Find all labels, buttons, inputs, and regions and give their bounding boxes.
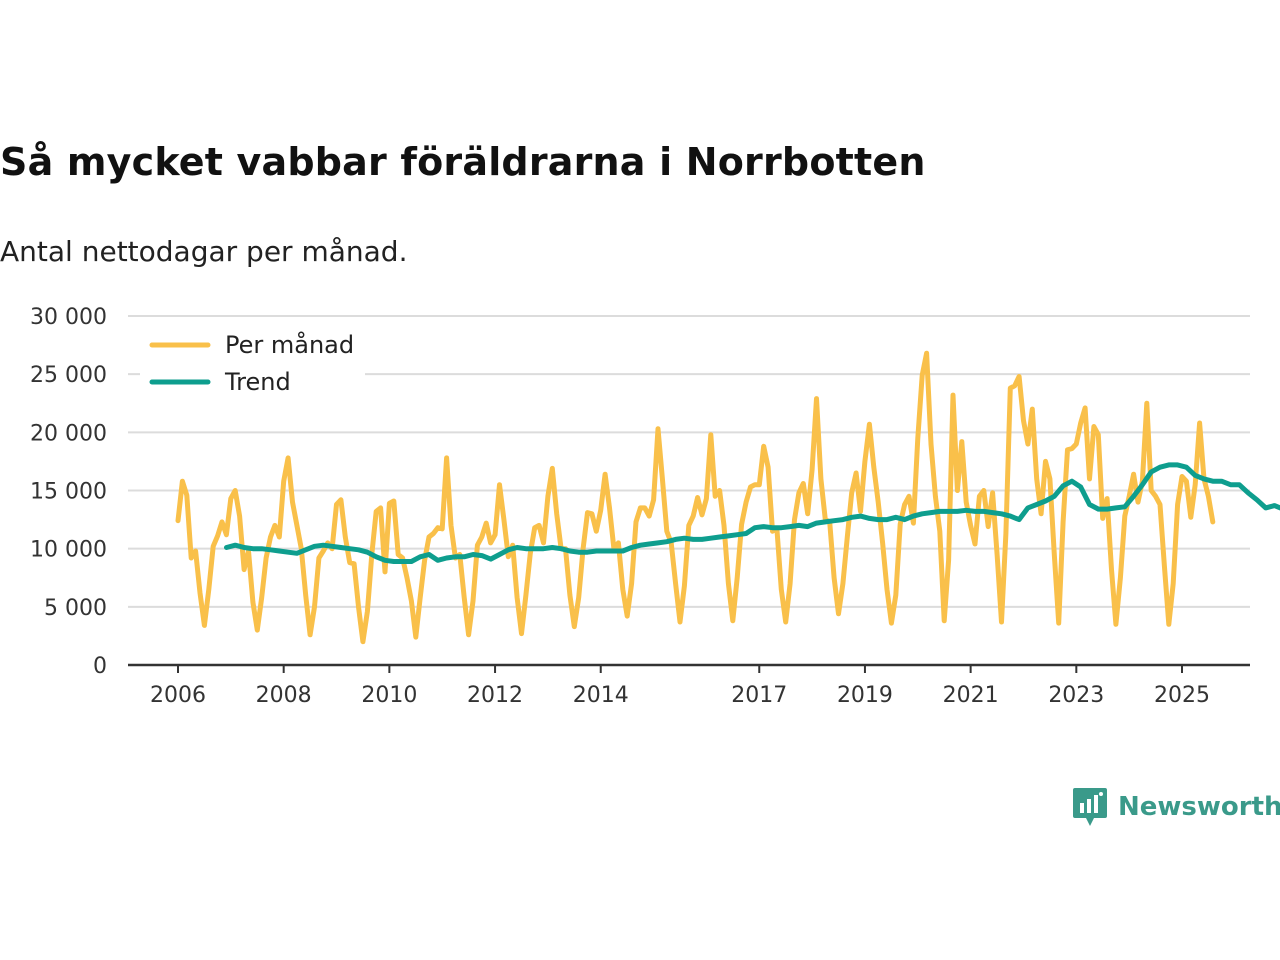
series-line-per-mnad — [175, 350, 1216, 645]
brand-logo: Newsworthy — [1072, 786, 1280, 828]
brand-name: Newsworthy — [1118, 792, 1280, 822]
x-tick-label: 2021 — [943, 683, 999, 708]
x-axis: 2006 2008 2010 2012 2014 2017 2019 2021 2023 2025 — [128, 663, 1250, 708]
y-tick-label: 5 000 — [44, 596, 107, 621]
chart-subtitle: Antal nettodagar per månad. — [0, 235, 408, 268]
x-tick-label: 2010 — [361, 683, 417, 708]
series-lines — [175, 350, 1280, 645]
chart-title: Så mycket vabbar föräldrarna i Norrbotte… — [0, 140, 926, 184]
x-tick-label: 2014 — [573, 683, 629, 708]
x-tick-label: 2017 — [731, 683, 787, 708]
x-tick-label: 2012 — [467, 683, 523, 708]
x-tick-label: 2023 — [1048, 683, 1104, 708]
x-tick-label: 2008 — [256, 683, 312, 708]
y-tick-label: 25 000 — [30, 363, 107, 388]
y-tick-label: 20 000 — [30, 421, 107, 446]
x-tick-label: 2006 — [150, 683, 206, 708]
y-axis-ticks: 0 5 000 10 000 15 000 20 000 25 000 30 000 — [30, 305, 107, 679]
legend-label-trend: Trend — [224, 368, 291, 396]
series-line-trend — [224, 462, 1280, 564]
x-tick-label: 2019 — [837, 683, 893, 708]
legend-label-per-manad: Per månad — [225, 330, 354, 359]
x-tick-label: 2025 — [1154, 683, 1210, 708]
y-tick-label: 15 000 — [30, 480, 107, 505]
line-chart: 0 5 000 10 000 15 000 20 000 25 000 30 000 200… — [30, 305, 1280, 708]
chart-bubble-icon — [1073, 788, 1107, 826]
y-tick-label: 30 000 — [30, 305, 107, 330]
y-tick-label: 0 — [93, 654, 107, 679]
legend: Per månad Trend — [140, 330, 365, 405]
y-tick-label: 10 000 — [30, 538, 107, 563]
